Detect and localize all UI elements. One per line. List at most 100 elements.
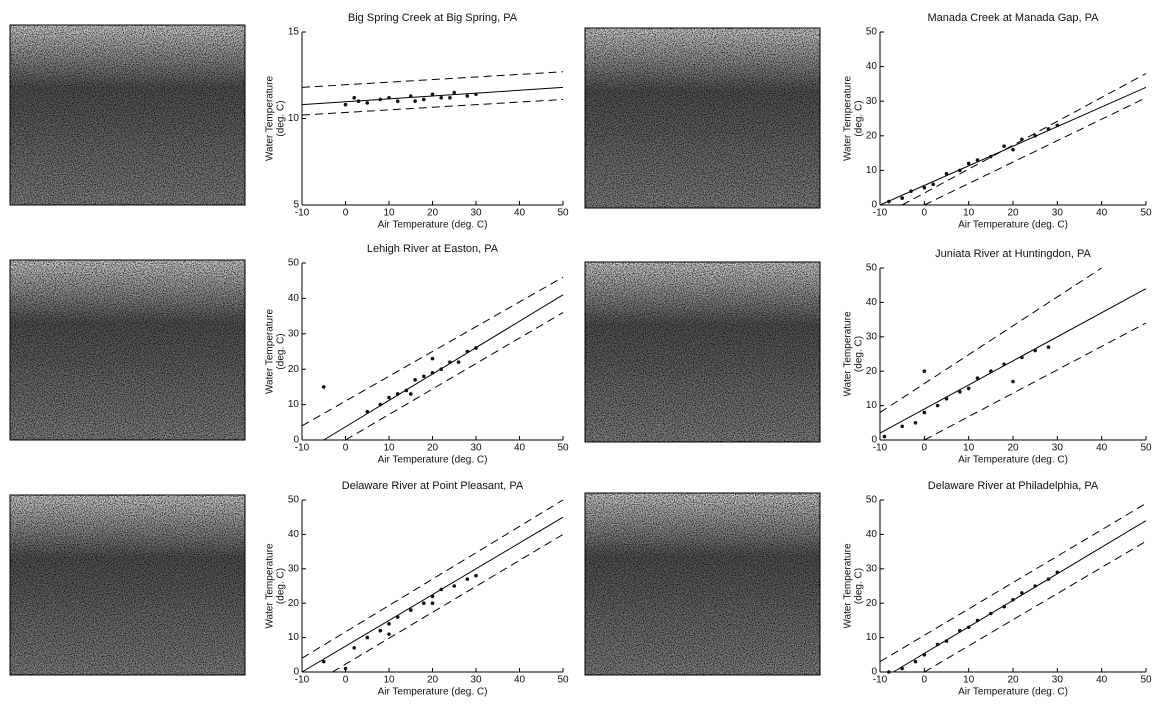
point: [452, 90, 457, 95]
y-tick-label: 10: [288, 113, 300, 124]
chart-title: Manada Creek at Manada Gap, PA: [927, 12, 1099, 24]
fit-line: [924, 322, 1147, 441]
point: [1033, 134, 1037, 138]
point: [913, 659, 918, 664]
y-axis-label: (deg. C): [854, 336, 865, 372]
point: [900, 196, 904, 200]
y-axis-label: (deg. C): [854, 568, 865, 604]
point: [430, 356, 435, 361]
point: [1011, 597, 1015, 602]
point: [430, 370, 435, 375]
point: [944, 639, 949, 643]
fit-line: [901, 73, 1147, 206]
y-tick-label: 30: [866, 96, 878, 107]
point: [958, 390, 962, 394]
x-tick-label: 40: [1096, 208, 1108, 219]
point: [404, 388, 409, 393]
point: [422, 97, 426, 102]
x-axis-label: Air Temperature (deg. C): [958, 687, 1068, 698]
y-axis-label: (deg. C): [276, 333, 287, 369]
y-tick-label: 50: [866, 263, 878, 274]
y-tick-label: 30: [866, 563, 878, 574]
y-tick-label: 40: [866, 297, 878, 308]
x-axis-label: Air Temperature (deg. C): [378, 455, 488, 466]
point: [966, 386, 971, 391]
point: [887, 670, 891, 674]
point: [448, 360, 452, 364]
chart-title: Delaware River at Philadelphia, PA: [928, 480, 1099, 492]
point: [975, 376, 980, 380]
x-tick-label: 10: [963, 443, 975, 454]
x-tick-label: -10: [873, 675, 888, 686]
point: [1002, 604, 1006, 609]
point: [343, 666, 348, 671]
point: [989, 369, 993, 374]
point: [935, 403, 940, 408]
y-axis-label: (deg. C): [854, 100, 865, 136]
point: [387, 95, 391, 100]
point: [422, 601, 426, 605]
x-tick-label: 50: [1140, 443, 1152, 454]
point: [474, 346, 478, 350]
y-tick-label: 10: [866, 165, 878, 176]
point: [408, 392, 413, 396]
y-tick-label: 0: [871, 667, 877, 678]
point: [413, 99, 417, 103]
y-axis-label: Water Temperature: [265, 76, 276, 161]
point: [989, 154, 993, 159]
point: [439, 587, 444, 592]
point: [439, 95, 444, 100]
x-tick-label: 50: [557, 443, 569, 454]
point: [439, 367, 444, 372]
point: [378, 628, 383, 633]
x-tick-label: 10: [963, 208, 975, 219]
y-tick-label: 5: [293, 200, 299, 211]
point: [356, 99, 361, 103]
x-tick-label: 20: [1007, 675, 1019, 686]
fit-line: [924, 97, 1147, 206]
fit-line: [893, 520, 1147, 673]
point: [343, 102, 348, 107]
y-tick-label: 15: [288, 27, 300, 38]
point: [395, 99, 400, 103]
point: [1020, 355, 1024, 360]
y-tick-label: 20: [288, 598, 300, 609]
x-axis-label: Air Temperature (deg. C): [958, 220, 1068, 231]
fit-line: [301, 71, 564, 88]
point: [321, 385, 326, 389]
y-tick-label: 10: [288, 399, 300, 410]
x-tick-label: 0: [343, 443, 349, 454]
x-tick-label: 40: [514, 675, 526, 686]
x-tick-label: 30: [1052, 208, 1064, 219]
point: [913, 421, 918, 425]
x-tick-label: 30: [1052, 443, 1064, 454]
x-axis-label: Air Temperature (deg. C): [378, 220, 488, 231]
point: [387, 395, 391, 400]
fit-line: [345, 312, 564, 441]
chart-title: Lehigh River at Easton, PA: [367, 243, 499, 255]
point: [1046, 577, 1051, 581]
y-tick-label: 40: [866, 529, 878, 540]
point: [352, 646, 357, 650]
y-axis-label: Water Temperature: [843, 543, 854, 628]
x-tick-label: 20: [427, 675, 439, 686]
y-axis-label: Water Temperature: [265, 543, 276, 628]
point: [365, 635, 370, 640]
y-tick-label: 10: [866, 632, 878, 643]
fit-line: [301, 499, 564, 659]
y-tick-label: 30: [288, 328, 300, 339]
x-tick-label: 40: [514, 208, 526, 219]
point: [465, 94, 470, 98]
fit-line: [301, 276, 564, 427]
x-tick-label: 30: [470, 675, 482, 686]
point: [1033, 584, 1037, 588]
y-tick-label: 0: [871, 435, 877, 446]
fit-line: [879, 86, 1147, 206]
x-tick-label: -10: [295, 675, 310, 686]
fit-line: [879, 503, 1147, 663]
x-tick-label: 50: [1140, 208, 1152, 219]
point: [1033, 348, 1037, 353]
y-tick-label: 0: [871, 200, 877, 211]
point: [365, 101, 370, 105]
